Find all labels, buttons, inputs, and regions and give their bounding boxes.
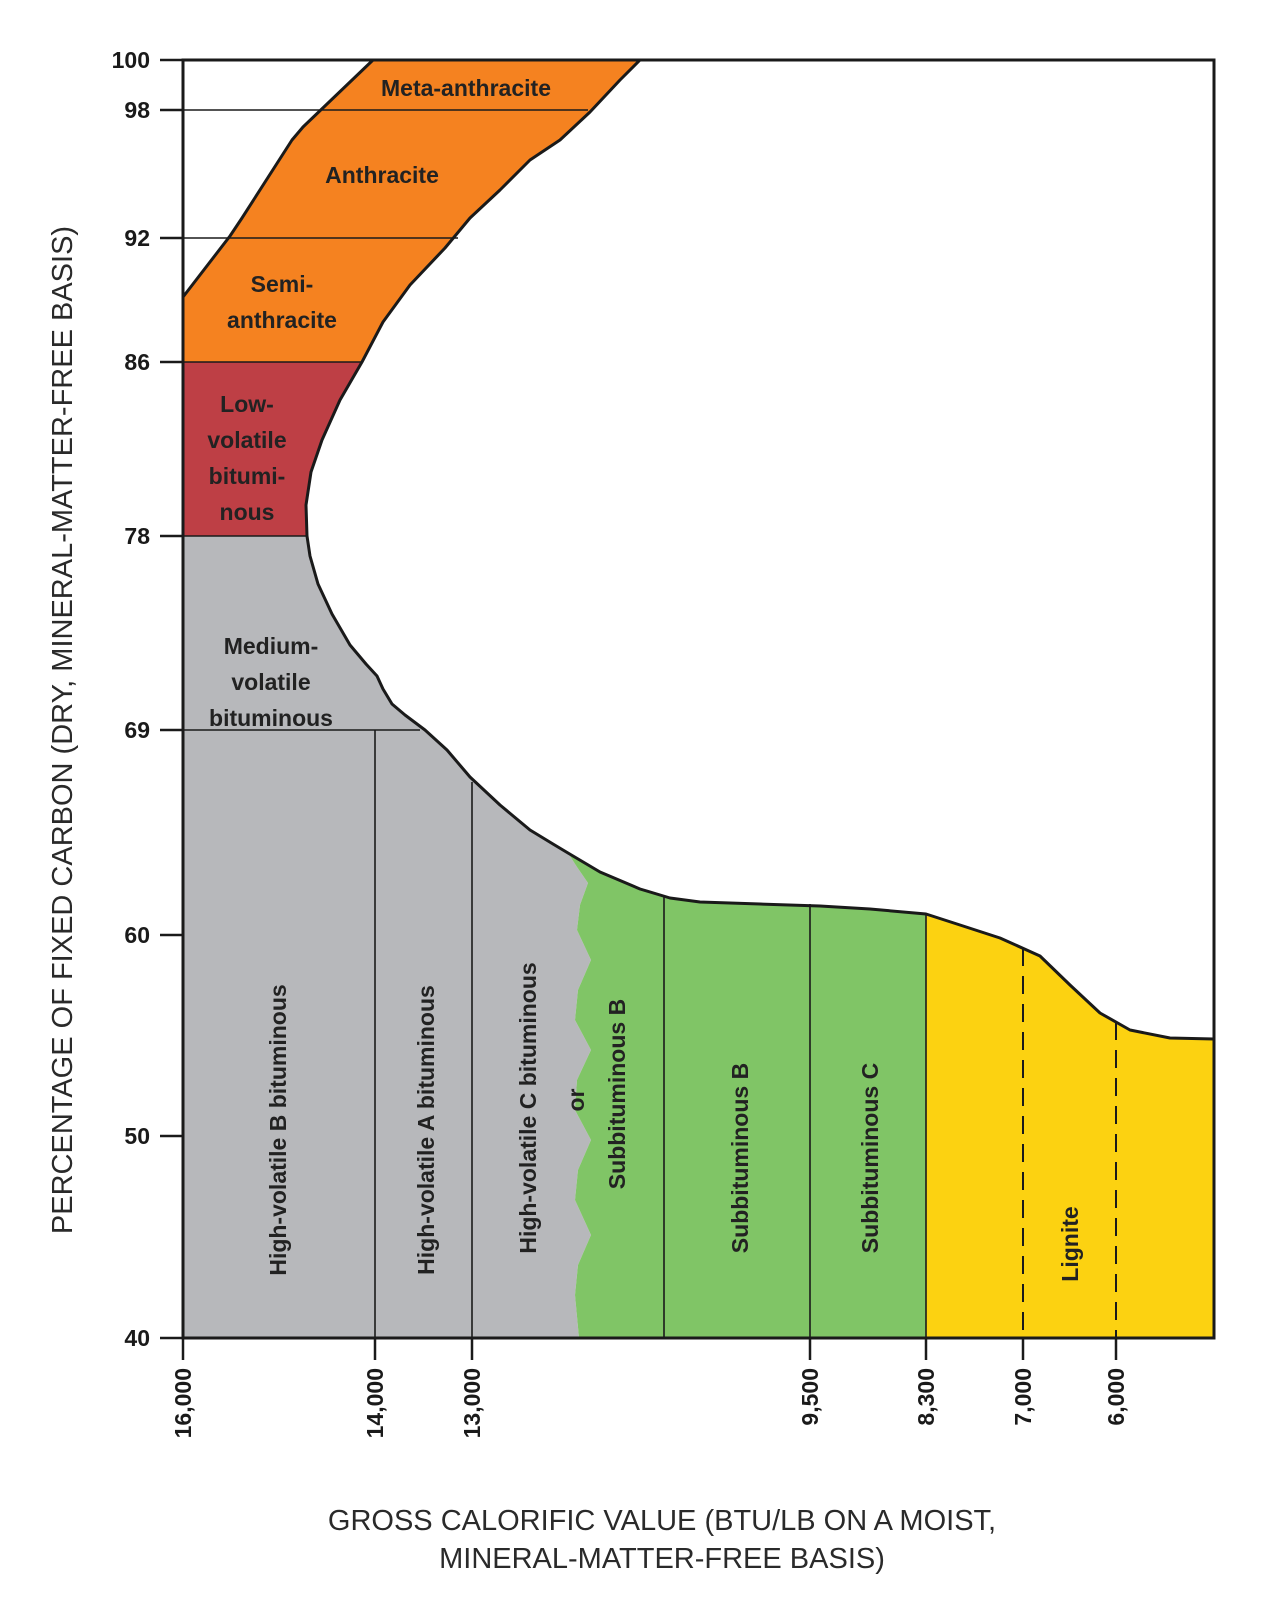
x-tick-8300: 8,300 <box>913 1368 939 1426</box>
region-lignite <box>926 914 1214 1338</box>
region-labels: Meta-anthracite Anthracite Semi- anthrac… <box>207 75 551 731</box>
x-axis-title-line2: MINERAL-MATTER-FREE BASIS) <box>439 1543 885 1575</box>
rank-boundaries <box>183 109 927 1338</box>
label-hvb-bituminous: High-volatile B bituminous <box>265 984 291 1275</box>
y-tick-86: 86 <box>124 349 150 375</box>
regions <box>183 60 1214 1338</box>
lignite-dashed-boundaries <box>1022 948 1117 1338</box>
label-subbituminous-b-alt: Subbituminous B <box>604 999 630 1189</box>
x-tick-13000: 13,000 <box>459 1368 485 1438</box>
region-bituminous <box>183 536 591 1338</box>
label-low-volatile-2: volatile <box>207 427 286 453</box>
label-meta-anthracite: Meta-anthracite <box>381 75 551 101</box>
label-medium-volatile-3: bituminous <box>209 705 333 731</box>
x-tick-16000: 16,000 <box>170 1368 196 1438</box>
label-medium-volatile-2: volatile <box>231 669 310 695</box>
y-tick-40: 40 <box>124 1325 150 1351</box>
label-subbituminous-c: Subbituminous C <box>857 1063 883 1253</box>
label-hva-bituminous: High-volatile A bituminous <box>413 985 439 1275</box>
label-low-volatile-3: bitumi- <box>209 463 286 489</box>
label-semi-anthracite-2: anthracite <box>227 307 337 333</box>
label-low-volatile-4: nous <box>220 499 275 525</box>
y-tick-60: 60 <box>124 922 150 948</box>
x-tick-labels: 16,000 14,000 13,000 9,500 8,300 7,000 6… <box>170 1368 1129 1438</box>
vertical-region-labels: High-volatile B bituminous High-volatile… <box>265 962 1083 1281</box>
y-tick-92: 92 <box>124 225 150 251</box>
label-lignite: Lignite <box>1057 1206 1083 1281</box>
y-tick-69: 69 <box>124 717 150 743</box>
region-low-volatile <box>183 362 362 536</box>
label-medium-volatile-1: Medium- <box>224 633 319 659</box>
x-axis-ticks <box>181 1338 1118 1360</box>
label-semi-anthracite-1: Semi- <box>251 271 314 297</box>
label-subbituminous-b: Subbituminous B <box>727 1063 753 1253</box>
x-tick-7000: 7,000 <box>1010 1368 1036 1426</box>
y-tick-labels: 100 98 92 86 78 69 60 50 40 <box>112 47 151 1351</box>
y-axis-ticks <box>160 58 183 1340</box>
label-low-volatile-1: Low- <box>220 391 274 417</box>
y-tick-50: 50 <box>124 1123 150 1149</box>
x-tick-9500: 9,500 <box>797 1368 823 1426</box>
label-hvc-bituminous: High-volatile C bituminous <box>515 962 541 1253</box>
y-axis-title: PERCENTAGE OF FIXED CARBON (DRY, MINERAL… <box>47 226 79 1234</box>
x-axis-title-line1: GROSS CALORIFIC VALUE (BTU/LB ON A MOIST… <box>328 1505 996 1537</box>
white-region-boundary <box>181 58 1215 1041</box>
y-tick-78: 78 <box>124 523 150 549</box>
label-or: or <box>563 1088 589 1111</box>
plot-frame <box>181 58 1216 1340</box>
y-tick-98: 98 <box>124 97 150 123</box>
region-subbituminous <box>568 853 926 1338</box>
x-tick-6000: 6,000 <box>1103 1368 1129 1426</box>
label-anthracite: Anthracite <box>325 162 439 188</box>
y-tick-100: 100 <box>112 47 150 73</box>
x-tick-14000: 14,000 <box>362 1368 388 1438</box>
